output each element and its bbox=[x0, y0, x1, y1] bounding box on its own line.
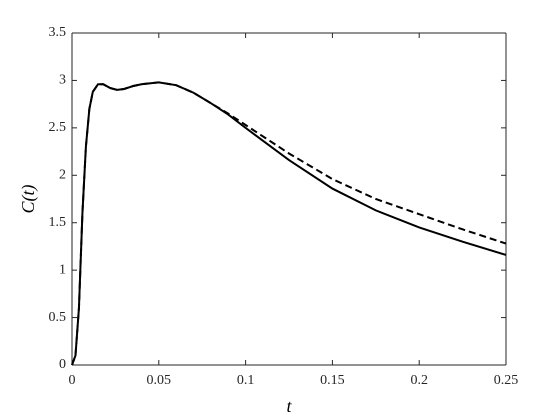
data-line bbox=[71, 81, 507, 366]
y-tick-label: 2.5 bbox=[49, 120, 67, 135]
y-tick-label: 1 bbox=[59, 262, 66, 277]
x-tick-label: 0.15 bbox=[320, 373, 345, 388]
y-tick-label: 0 bbox=[59, 357, 66, 372]
y-axis-label: C(t) bbox=[18, 184, 39, 213]
x-tick-label: 0.2 bbox=[410, 373, 428, 388]
x-tick-label: 0.05 bbox=[147, 373, 172, 388]
y-tick-label: 1.5 bbox=[49, 215, 67, 230]
y-tick-label: 3.5 bbox=[49, 25, 67, 40]
y-tick-label: 2 bbox=[59, 168, 66, 183]
x-tick-label: 0 bbox=[69, 373, 76, 388]
x-tick-label: 0.1 bbox=[237, 373, 255, 388]
y-tick-label: 0.5 bbox=[49, 310, 67, 325]
y-tick-label: 3 bbox=[59, 73, 66, 88]
x-axis-label: t bbox=[286, 396, 292, 416]
x-tick-label: 0.25 bbox=[494, 373, 519, 388]
